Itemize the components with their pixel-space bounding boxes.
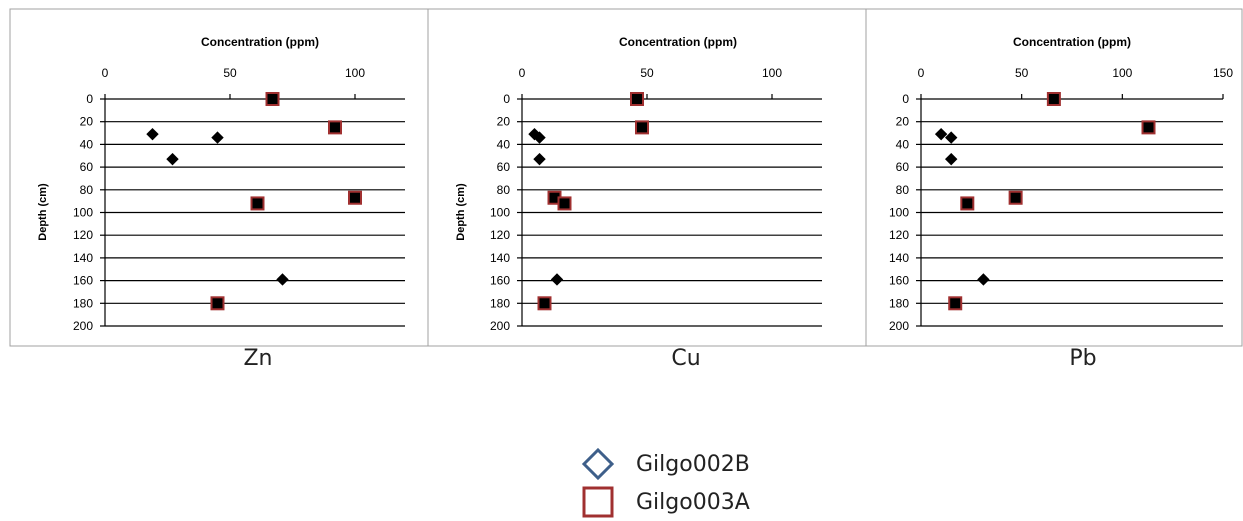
point-pb-gilgo002b <box>934 127 948 141</box>
point-zn-gilgo002b <box>211 131 224 144</box>
point-cu-gilgo003a <box>630 92 644 106</box>
y-tick-label-cu: 0 <box>503 92 510 106</box>
point-pb-gilgo003a <box>948 296 963 311</box>
y-tick-label-zn: 160 <box>73 274 93 288</box>
y-tick-label-pb: 60 <box>896 160 910 174</box>
x-axis-title-pb: Concentration (ppm) <box>1013 35 1131 49</box>
point-zn-gilgo002b <box>276 273 289 286</box>
y-axis-title-zn: Depth (cm) <box>37 183 49 241</box>
legend-item-gilgo002b: Gilgo002B <box>578 445 750 483</box>
panel-caption-pb: Pb <box>1069 346 1097 371</box>
y-tick-label-cu: 180 <box>490 296 510 310</box>
panel-caption-cu: Cu <box>671 346 701 371</box>
x-tick-label-cu: 100 <box>762 66 782 80</box>
y-tick-label-pb: 120 <box>889 228 909 242</box>
legend-label-gilgo003a: Gilgo003A <box>636 489 750 515</box>
y-tick-label-zn: 200 <box>73 319 93 333</box>
square-marker-icon <box>582 486 614 518</box>
point-pb-gilgo002b <box>944 152 958 166</box>
diamond-marker-icon <box>581 447 615 481</box>
point-cu-gilgo002b <box>533 131 546 144</box>
y-tick-label-zn: 140 <box>73 251 93 265</box>
y-axis-title-cu: Depth (cm) <box>455 183 467 241</box>
point-zn-gilgo003a <box>265 92 280 106</box>
y-tick-label-pb: 100 <box>889 206 909 220</box>
point-cu-gilgo002b <box>550 273 564 286</box>
y-tick-label-cu: 100 <box>490 206 510 220</box>
x-axis-title-zn: Concentration (ppm) <box>201 35 319 49</box>
y-tick-label-cu: 80 <box>497 183 511 197</box>
x-tick-label-zn: 50 <box>223 66 237 80</box>
y-tick-label-pb: 140 <box>889 251 909 265</box>
y-tick-label-pb: 200 <box>889 319 909 333</box>
y-tick-label-zn: 0 <box>86 92 93 106</box>
y-tick-label-pb: 80 <box>896 183 910 197</box>
point-pb-gilgo003a <box>1008 190 1023 205</box>
y-tick-label-pb: 20 <box>896 115 910 129</box>
y-tick-label-pb: 0 <box>902 92 909 106</box>
x-tick-label-pb: 50 <box>1015 66 1029 80</box>
legend: Gilgo002B Gilgo003A <box>578 445 750 521</box>
y-tick-label-cu: 140 <box>490 251 510 265</box>
y-tick-label-pb: 180 <box>889 296 909 310</box>
y-tick-label-zn: 100 <box>73 206 93 220</box>
x-tick-label-zn: 100 <box>345 66 365 80</box>
point-cu-gilgo002b <box>533 152 546 166</box>
point-pb-gilgo003a <box>1141 120 1156 135</box>
legend-label-gilgo002b: Gilgo002B <box>636 451 750 477</box>
y-tick-label-zn: 20 <box>80 115 94 129</box>
y-tick-label-zn: 40 <box>80 137 94 151</box>
point-zn-gilgo002b <box>146 127 159 141</box>
point-pb-gilgo003a <box>960 196 975 211</box>
y-tick-label-zn: 120 <box>73 228 93 242</box>
point-cu-gilgo003a <box>635 120 649 135</box>
y-tick-label-zn: 180 <box>73 296 93 310</box>
point-pb-gilgo002b <box>977 273 990 286</box>
x-tick-label-pb: 100 <box>1112 66 1132 80</box>
y-tick-label-cu: 40 <box>497 137 511 151</box>
y-tick-label-cu: 60 <box>497 160 511 174</box>
y-tick-label-pb: 160 <box>889 274 909 288</box>
x-tick-label-pb: 0 <box>918 66 925 80</box>
y-tick-label-cu: 200 <box>490 319 510 333</box>
point-zn-gilgo003a <box>328 120 342 135</box>
y-tick-label-cu: 120 <box>490 228 510 242</box>
point-cu-gilgo003a <box>537 296 552 311</box>
point-cu-gilgo003a <box>557 196 572 211</box>
y-tick-label-pb: 40 <box>896 137 910 151</box>
x-tick-label-pb: 150 <box>1213 66 1233 80</box>
point-zn-gilgo003a <box>348 190 362 205</box>
point-pb-gilgo003a <box>1046 92 1061 106</box>
chart-frame <box>9 8 1243 347</box>
point-pb-gilgo002b <box>944 131 958 144</box>
legend-item-gilgo003a: Gilgo003A <box>578 483 750 521</box>
x-axis-title-cu: Concentration (ppm) <box>619 35 737 49</box>
y-tick-label-cu: 160 <box>490 274 510 288</box>
x-tick-label-zn: 0 <box>102 66 109 80</box>
point-zn-gilgo003a <box>250 196 265 211</box>
panel-caption-zn: Zn <box>243 346 273 371</box>
point-zn-gilgo003a <box>210 296 225 311</box>
y-tick-label-zn: 80 <box>80 183 94 197</box>
point-zn-gilgo002b <box>166 152 179 166</box>
y-tick-label-cu: 20 <box>497 115 511 129</box>
y-tick-label-zn: 60 <box>80 160 94 174</box>
x-tick-label-cu: 0 <box>519 66 526 80</box>
x-tick-label-cu: 50 <box>640 66 654 80</box>
